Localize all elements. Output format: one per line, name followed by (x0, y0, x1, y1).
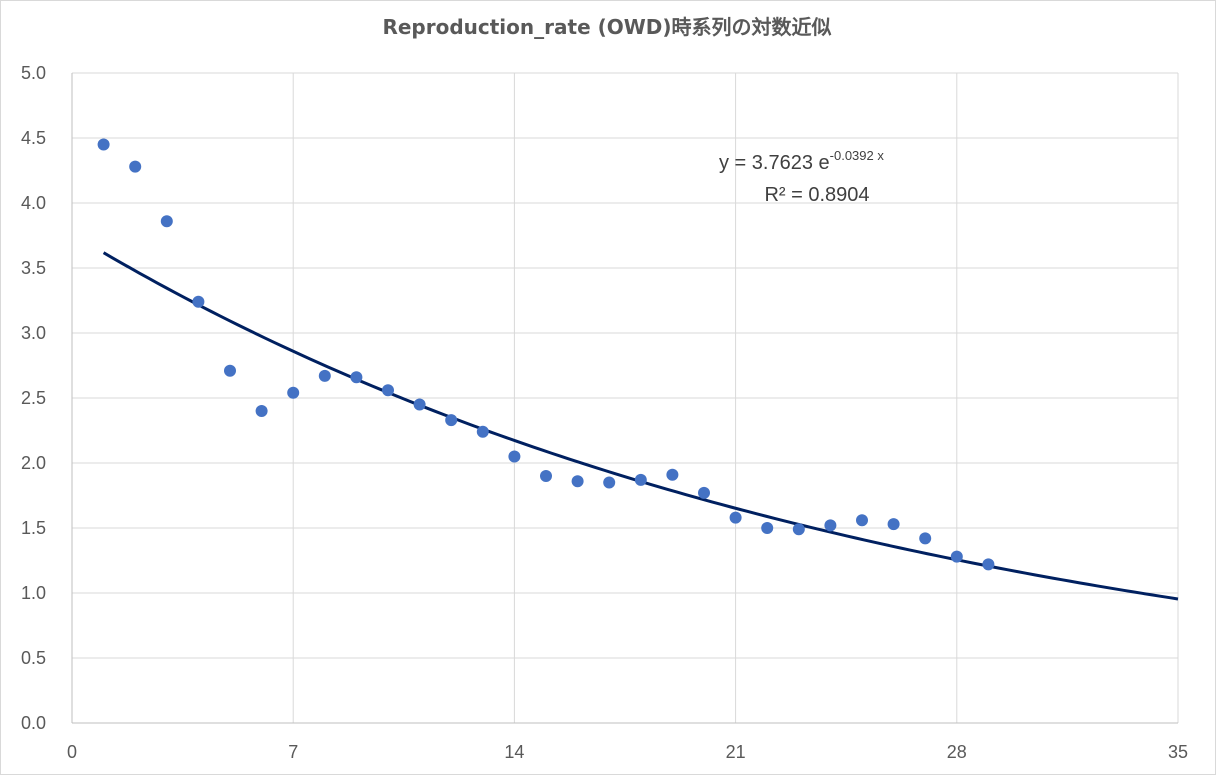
data-point (634, 473, 647, 486)
y-tick-label: 4.5 (21, 128, 46, 148)
y-tick-label: 0.0 (21, 713, 46, 733)
x-tick-label: 28 (947, 742, 967, 762)
x-axis-tick-labels: 0 7 14 21 28 35 (67, 742, 1188, 762)
y-tick-label: 4.0 (21, 193, 46, 213)
data-point (476, 425, 489, 438)
y-tick-label: 0.5 (21, 648, 46, 668)
y-tick-label: 1.5 (21, 518, 46, 538)
data-point (729, 511, 742, 524)
trendline-equation: y = 3.7623 e-0.0392 x (719, 148, 884, 174)
trendline-layer (102, 251, 1179, 601)
data-point (571, 475, 584, 488)
data-point (982, 558, 995, 571)
data-point (887, 518, 900, 531)
trendline-equation-base: y = 3.7623 e (719, 152, 830, 174)
data-point (603, 476, 616, 489)
data-points (97, 138, 995, 571)
x-tick-label: 0 (67, 742, 77, 762)
trendline-equation-exponent: -0.0392 x (830, 148, 885, 163)
data-point (287, 386, 300, 399)
data-point (919, 532, 932, 545)
data-point (540, 470, 552, 482)
y-tick-label: 2.0 (21, 453, 46, 473)
data-point (824, 519, 837, 532)
y-axis-tick-labels: 0.0 0.5 1.0 1.5 2.0 2.5 3.0 3.5 4.0 4.5 5.0 (21, 63, 46, 733)
data-point (413, 398, 426, 411)
data-point (160, 215, 173, 228)
grid-lines (72, 72, 1179, 723)
y-tick-label: 3.5 (21, 258, 46, 278)
data-point (129, 160, 142, 173)
data-point (445, 414, 458, 427)
data-point (97, 138, 110, 151)
axes (71, 73, 1178, 724)
chart-title: Reproduction_rate (OWD)時系列の対数近似 (382, 15, 831, 39)
x-tick-label: 21 (726, 742, 746, 762)
data-point (350, 371, 363, 384)
x-tick-label: 35 (1168, 742, 1188, 762)
y-tick-label: 1.0 (21, 583, 46, 603)
data-point (761, 522, 774, 534)
data-point (856, 514, 868, 527)
data-point (255, 405, 268, 417)
data-point (508, 450, 521, 463)
x-tick-label: 14 (504, 742, 524, 762)
data-point (950, 550, 963, 563)
y-tick-label: 3.0 (21, 323, 46, 343)
x-tick-label: 7 (288, 742, 298, 762)
exponential-trendline (102, 251, 1179, 601)
y-tick-label: 5.0 (21, 63, 46, 83)
r-squared-label: R² = 0.8904 (764, 184, 869, 206)
data-point (382, 384, 394, 397)
data-point (224, 364, 236, 377)
data-point (318, 369, 331, 382)
y-tick-label: 2.5 (21, 388, 46, 408)
data-point (192, 295, 205, 308)
data-point (792, 523, 805, 536)
data-point (666, 468, 679, 481)
data-point (698, 486, 710, 499)
